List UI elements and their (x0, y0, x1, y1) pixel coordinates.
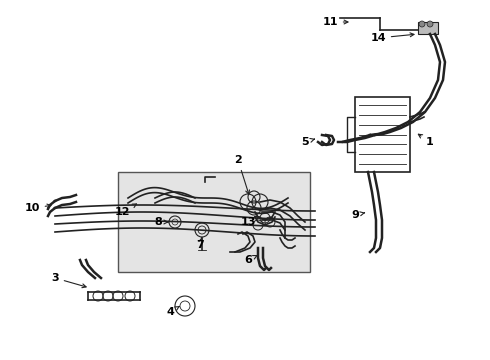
Text: 8: 8 (154, 217, 168, 227)
Text: 5: 5 (301, 137, 315, 147)
Text: 11: 11 (322, 17, 348, 27)
Text: 3: 3 (51, 273, 86, 288)
Bar (355, 97, 410, 172)
Text: 13: 13 (240, 216, 259, 227)
Bar (418, 22, 438, 34)
Text: 9: 9 (351, 210, 365, 220)
Text: 6: 6 (244, 255, 257, 265)
Circle shape (427, 21, 433, 27)
Text: 1: 1 (418, 134, 434, 147)
Text: 4: 4 (166, 306, 179, 317)
Text: 7: 7 (196, 237, 204, 250)
Text: 2: 2 (234, 155, 249, 194)
Circle shape (419, 21, 425, 27)
Text: 10: 10 (24, 203, 51, 213)
Text: 12: 12 (114, 204, 137, 217)
Bar (118, 172, 310, 272)
Text: 14: 14 (370, 33, 414, 43)
